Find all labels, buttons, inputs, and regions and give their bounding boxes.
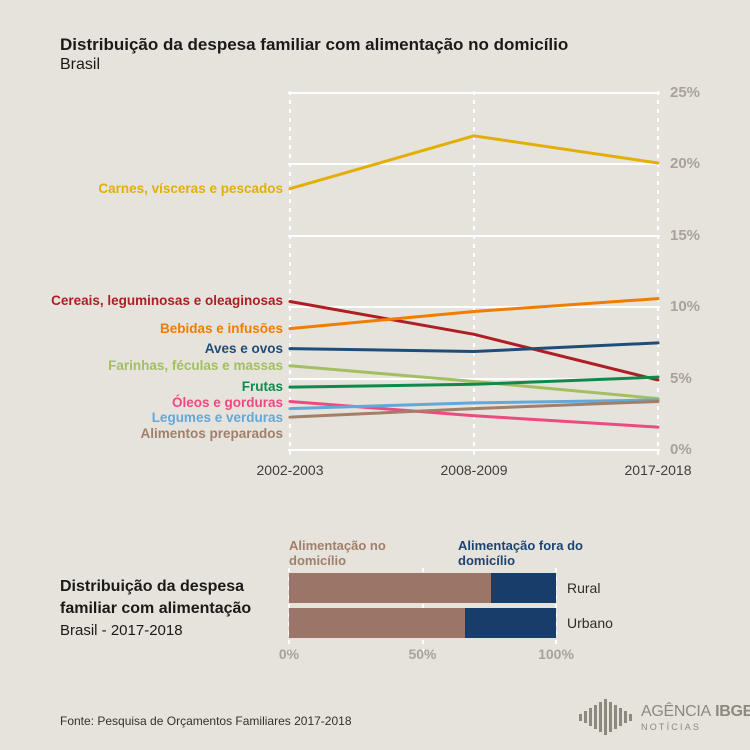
bar-chart-title: Distribuição da despesa familiar com ali… (60, 578, 252, 617)
bar-category-label: Rural (567, 580, 601, 596)
x-axis-tick-label: 50% (408, 646, 437, 662)
y-axis-tick-label: 25% (670, 84, 701, 101)
series-line (288, 299, 660, 382)
series-label: Alimentos preparados (140, 425, 283, 441)
equalizer-bar (624, 711, 627, 723)
y-axis-tick-label: 15% (670, 226, 701, 244)
line-chart-header: Distribuição da despesa familiar com ali… (60, 34, 568, 75)
dashed-guide-line (657, 91, 659, 455)
x-axis-tick-label: 0% (278, 646, 300, 662)
equalizer-bar (579, 713, 582, 721)
series-label: Bebidas e infusões (159, 320, 283, 336)
x-axis-tick-label: 2008-2009 (440, 462, 508, 478)
series-label: Carnes, vísceras e pescados (98, 180, 283, 196)
y-axis-tick-label: 5% (670, 369, 692, 387)
x-axis-tick-label: 2002-2003 (256, 462, 324, 478)
series-label: Legumes e verduras (151, 410, 283, 426)
logo-text: AGÊNCIA IBGE NOTÍCIAS (641, 703, 750, 732)
bar-segment (491, 573, 556, 603)
x-axis-tick-label: 2017-2018 (624, 462, 692, 478)
legend-label: Alimentação no domicílio (289, 538, 386, 568)
x-axis-tick-label: 100% (538, 646, 574, 662)
equalizer-bars-icon (579, 698, 634, 736)
bar-segment (289, 608, 466, 638)
bar-row (289, 608, 556, 638)
series-line (288, 399, 660, 419)
equalizer-bar (619, 708, 622, 726)
equalizer-bar (604, 699, 607, 735)
equalizer-bar (609, 702, 612, 732)
bar-segment (465, 608, 556, 638)
series-line (288, 364, 660, 401)
y-axis-tick-label: 20% (670, 155, 701, 173)
bar-chart-header: Distribuição da despesa familiar com ali… (60, 576, 272, 642)
bar-chart-subtitle: Brasil - 2017-2018 (60, 622, 183, 639)
line-chart-plot: 0% 5% 10% 15% 20% 25% 2002-2003 2008-2009 2017-2… (51, 84, 700, 478)
bar-category-label: Urbano (567, 615, 613, 631)
equalizer-bar (594, 705, 597, 729)
series-line (288, 341, 660, 353)
series-line (288, 398, 660, 411)
logo-tagline: NOTÍCIAS (641, 721, 702, 732)
series-line (288, 297, 660, 331)
bar-row (289, 573, 556, 603)
dashed-guide-line (289, 91, 291, 455)
logo-name: AGÊNCIA IBGE (641, 703, 750, 721)
equalizer-bar (599, 702, 602, 732)
series-label: Aves e ovos (204, 340, 283, 356)
series-label: Farinhas, féculas e massas (108, 357, 283, 373)
series-label: Cereais, leguminosas e oleaginosas (51, 293, 283, 309)
source-note: Fonte: Pesquisa de Orçamentos Familiares… (60, 714, 352, 728)
logo-name-regular: AGÊNCIA (641, 702, 711, 720)
bar-chart-plot: Alimentação no domicílio Alimentação fora… (279, 538, 639, 668)
series-line (288, 375, 660, 389)
equalizer-bar (629, 713, 632, 721)
logo-name-bold: IBGE (715, 702, 750, 720)
bar-segment (289, 573, 492, 603)
series-label: Frutas (241, 379, 283, 395)
equalizer-bar (584, 711, 587, 723)
y-axis-tick-label: 10% (670, 298, 701, 316)
agencia-ibge-logo: AGÊNCIA IBGE NOTÍCIAS (579, 698, 750, 736)
dashed-guide-line (473, 91, 475, 455)
dashed-guide-line (555, 568, 557, 656)
series-line (288, 134, 660, 191)
legend-label: Alimentação fora do domicílio (458, 538, 583, 568)
equalizer-bar (589, 708, 592, 726)
y-axis-tick-label: 0% (670, 441, 692, 458)
equalizer-bar (614, 705, 617, 729)
series-lines-svg (288, 134, 660, 429)
line-chart-subtitle: Brasil (60, 56, 101, 73)
series-label: Óleos e gorduras (171, 394, 283, 410)
line-chart-title: Distribuição da despesa familiar com ali… (60, 35, 569, 54)
